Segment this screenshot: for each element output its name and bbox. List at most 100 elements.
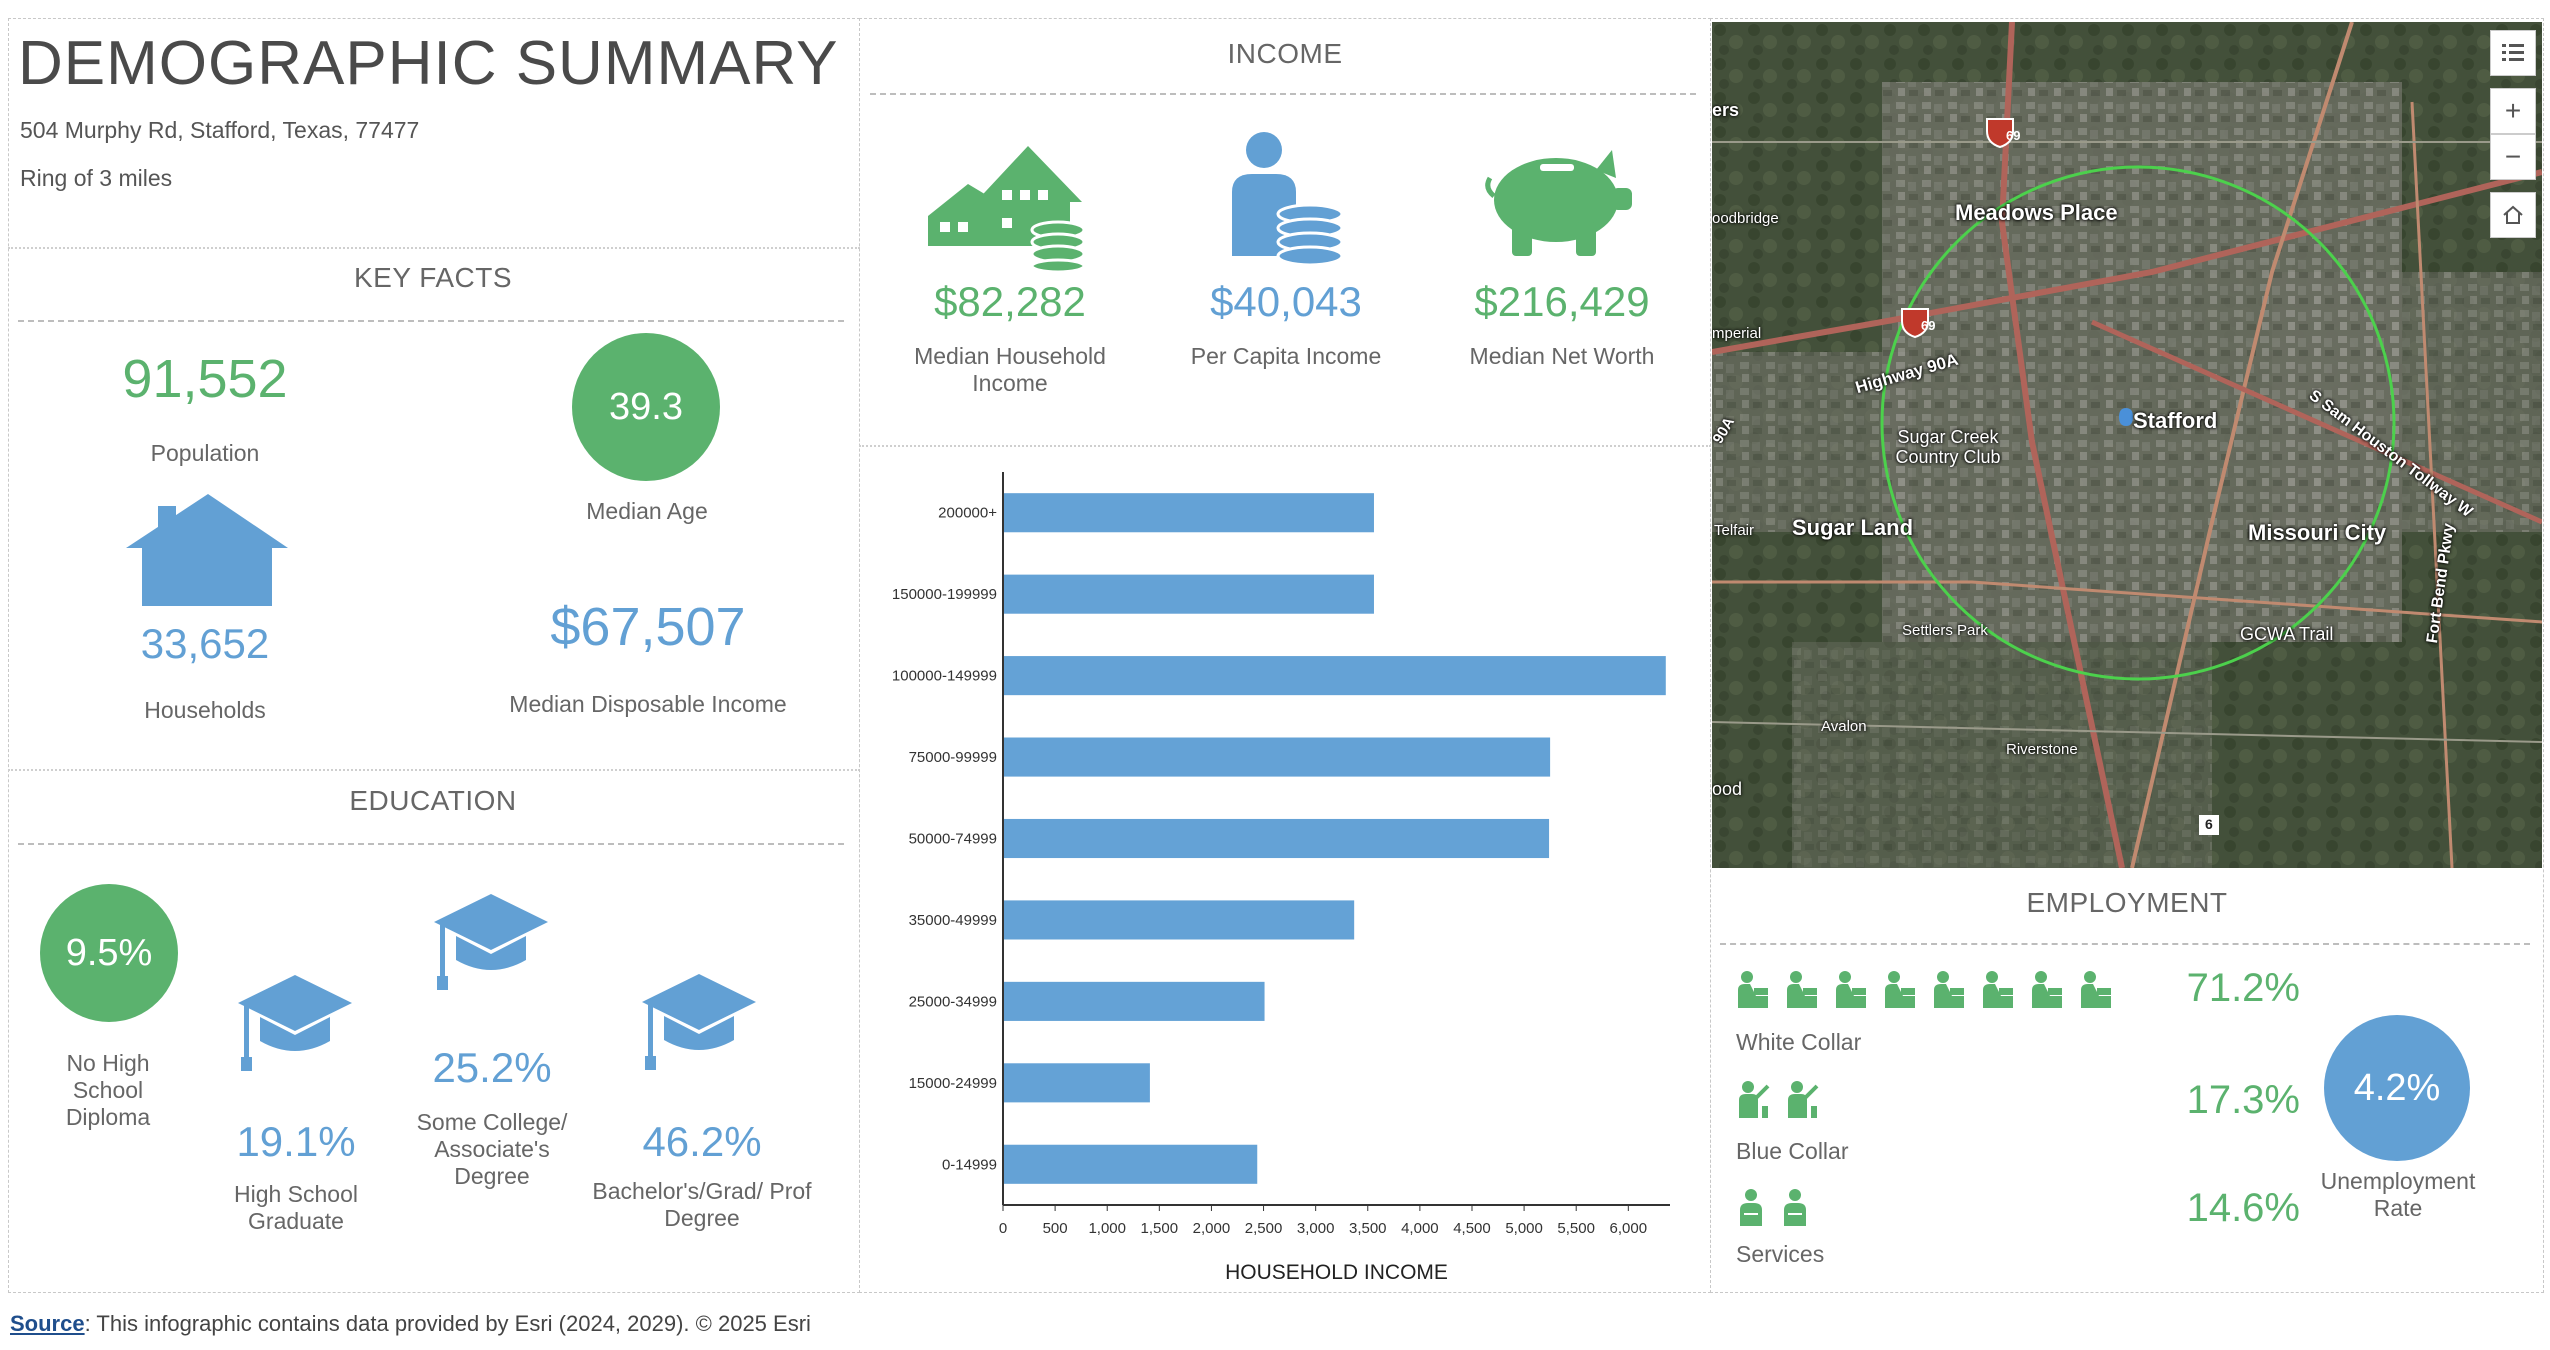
map-label-avalon: Avalon bbox=[1821, 718, 1867, 735]
bar-200000+ bbox=[1004, 493, 1374, 533]
bar-50000-74999 bbox=[1004, 818, 1550, 859]
map-label-meadows-place: Meadows Place bbox=[1955, 200, 2118, 225]
services-value: 14.6% bbox=[2186, 1186, 2300, 1230]
map-label-ood: ood bbox=[1712, 779, 1743, 799]
map-label-sugar-land: Sugar Land bbox=[1792, 515, 1914, 540]
white-collar-icons bbox=[1736, 970, 2136, 1014]
median-age-value: 39.3 bbox=[609, 385, 683, 428]
home-icon bbox=[2503, 205, 2523, 224]
white-collar-worker-icon bbox=[1834, 970, 1868, 1013]
piggy-bank-icon bbox=[1485, 150, 1632, 256]
map-label-sugar-creek: Sugar Creek Country Club bbox=[1895, 427, 2001, 467]
bar-35000-49999 bbox=[1004, 900, 1355, 940]
blue-collar-label: Blue Collar bbox=[1736, 1138, 1849, 1164]
college-label: Some College/ Associate's Degree bbox=[416, 1109, 568, 1189]
home-extent-button[interactable] bbox=[2490, 192, 2536, 238]
map-label-telfair: Telfair bbox=[1714, 522, 1755, 539]
x-tick-label: 1,000 bbox=[1088, 1220, 1126, 1237]
population-value: 91,552 bbox=[122, 349, 288, 409]
map-label-gcwa-trail: GCWA Trail bbox=[2240, 624, 2334, 644]
y-tick-label: 25000-34999 bbox=[909, 993, 997, 1010]
map-view[interactable]: 69 69 6 Meadows Place Stafford Sugar Lan… bbox=[1712, 22, 2542, 868]
median-household-value: $82,282 bbox=[934, 278, 1086, 325]
x-tick-label: 3,500 bbox=[1349, 1220, 1387, 1237]
keyfacts-divider bbox=[8, 769, 860, 771]
household-income-chart: 200000+ 150000-199999 100000-149999 75000-9… bbox=[892, 472, 1670, 1280]
employment-rule bbox=[1720, 943, 2530, 945]
x-tick-label: 4,000 bbox=[1401, 1220, 1439, 1237]
blue-collar-worker-icon bbox=[1736, 1080, 1770, 1123]
services-icons bbox=[1736, 1188, 1936, 1232]
net-worth-value: $216,429 bbox=[1474, 278, 1650, 325]
bar-0-14999 bbox=[1004, 1144, 1258, 1184]
y-tick-label: 50000-74999 bbox=[909, 831, 997, 848]
white-collar-worker-icon bbox=[2079, 970, 2113, 1013]
white-collar-label: White Collar bbox=[1736, 1029, 1862, 1055]
unemployment-value: 4.2% bbox=[2353, 1066, 2441, 1109]
map-label-riverstone: Riverstone bbox=[2006, 741, 2078, 758]
graduation-cap-icon bbox=[238, 975, 352, 1071]
map-label-stafford: Stafford bbox=[2133, 408, 2218, 433]
unemployment-label: Unemployment Rate bbox=[2320, 1168, 2476, 1221]
person-coins-icon bbox=[1232, 132, 1344, 267]
x-tick-label: 2,500 bbox=[1245, 1220, 1283, 1237]
education-rule bbox=[18, 843, 844, 845]
source-text: : This infographic contains data provide… bbox=[84, 1311, 811, 1336]
map-label-imperial: mperial bbox=[1712, 325, 1762, 342]
zoom-in-button[interactable]: + bbox=[2490, 88, 2536, 134]
bachelor-label: Bachelor's/Grad/ Prof Degree bbox=[592, 1178, 812, 1231]
bar-25000-34999 bbox=[1004, 981, 1265, 1021]
hs-grad-value: 19.1% bbox=[236, 1118, 356, 1165]
key-facts-rule bbox=[18, 320, 844, 322]
no-hs-circle: 9.5% bbox=[40, 884, 178, 1022]
median-household-label: Median Household Income bbox=[914, 343, 1106, 396]
y-tick-label: 150000-199999 bbox=[892, 586, 997, 603]
x-axis-title: HOUSEHOLD INCOME bbox=[1225, 1261, 1448, 1280]
map-label-woodbridge: oodbridge bbox=[1712, 210, 1779, 227]
x-tick-label: 6,000 bbox=[1610, 1220, 1648, 1237]
y-tick-label: 15000-24999 bbox=[909, 1075, 997, 1092]
x-tick-label: 5,000 bbox=[1505, 1220, 1543, 1237]
unemployment-circle: 4.2% bbox=[2324, 1015, 2470, 1161]
education-heading: EDUCATION bbox=[349, 785, 517, 816]
y-tick-label: 100000-149999 bbox=[892, 668, 997, 685]
interstate-69-shield-label: 69 bbox=[2006, 128, 2021, 143]
zoom-out-button[interactable]: − bbox=[2490, 134, 2536, 180]
services-label: Services bbox=[1736, 1241, 1825, 1267]
median-age-label: Median Age bbox=[586, 498, 708, 524]
bar-75000-99999 bbox=[1004, 737, 1551, 777]
bachelor-value: 46.2% bbox=[642, 1118, 762, 1165]
per-capita-label: Per Capita Income bbox=[1190, 343, 1382, 369]
source-footer: Source: This infographic contains data p… bbox=[10, 1311, 811, 1337]
y-tick-label: 75000-99999 bbox=[909, 749, 997, 766]
disposable-income-value: $67,507 bbox=[550, 597, 746, 657]
no-hs-value: 9.5% bbox=[65, 931, 153, 974]
white-collar-worker-icon bbox=[1981, 970, 2015, 1013]
source-link[interactable]: Source bbox=[10, 1311, 85, 1336]
disposable-income-label: Median Disposable Income bbox=[509, 691, 787, 717]
map-label-ers: ers bbox=[1712, 100, 1740, 120]
white-collar-worker-icon bbox=[1932, 970, 1966, 1013]
no-hs-label: No High School Diploma bbox=[65, 1050, 151, 1130]
bar-15000-24999 bbox=[1004, 1063, 1150, 1103]
income-divider bbox=[859, 445, 1711, 447]
map-legend-button[interactable] bbox=[2490, 30, 2536, 76]
right-column bbox=[1710, 18, 2544, 1293]
hs-grad-label: High School Graduate bbox=[233, 1181, 359, 1234]
income-heading: INCOME bbox=[1227, 38, 1343, 69]
employment-heading: EMPLOYMENT bbox=[2026, 887, 2228, 918]
households-value: 33,652 bbox=[140, 620, 270, 667]
house-icon bbox=[126, 494, 288, 606]
x-tick-label: 2,000 bbox=[1193, 1220, 1231, 1237]
satellite-map bbox=[1712, 22, 2542, 868]
map-label-missouri-city: Missouri City bbox=[2248, 520, 2387, 545]
college-value: 25.2% bbox=[432, 1044, 552, 1091]
services-worker-icon bbox=[1780, 1188, 1814, 1231]
blue-collar-icons bbox=[1736, 1080, 1936, 1124]
white-collar-value: 71.2% bbox=[2186, 966, 2300, 1010]
x-tick-label: 3,000 bbox=[1297, 1220, 1335, 1237]
list-icon bbox=[2502, 44, 2524, 61]
blue-collar-value: 17.3% bbox=[2186, 1078, 2300, 1122]
white-collar-worker-icon bbox=[1785, 970, 1819, 1013]
page-title: DEMOGRAPHIC SUMMARY bbox=[18, 29, 839, 98]
